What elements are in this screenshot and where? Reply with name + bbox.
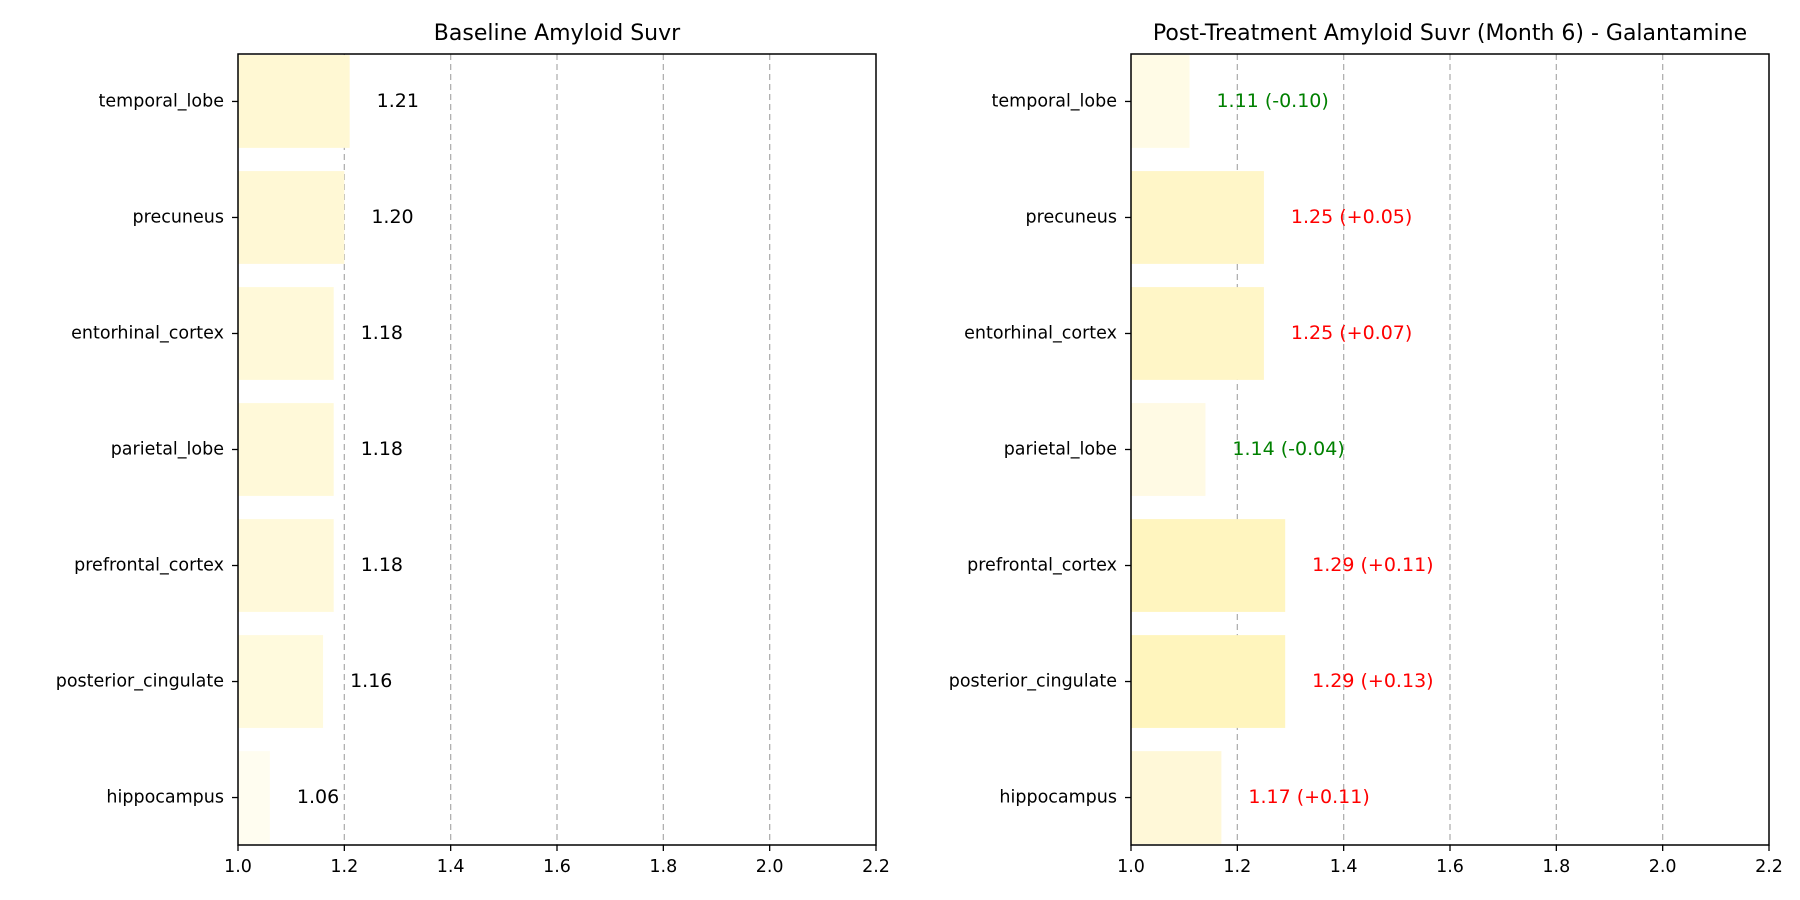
baseline-chart-panel: 1.21 1.20 1.18 1.18 1.18 1.16 1.06 temporal_lob… bbox=[56, 21, 890, 877]
x-tick-label: 1.4 bbox=[1330, 857, 1358, 877]
bar-value-label: 1.18 bbox=[361, 554, 403, 576]
y-tick-label: parietal_lobe bbox=[1004, 440, 1117, 460]
x-tick-label: 1.2 bbox=[1223, 857, 1251, 877]
bar-temporal-lobe bbox=[238, 55, 350, 148]
chart-title: Post-Treatment Amyloid Suvr (Month 6) - … bbox=[1153, 21, 1747, 46]
x-tick-label: 2.2 bbox=[862, 857, 890, 877]
x-tick-label: 1.0 bbox=[1117, 857, 1145, 877]
y-tick-label: hippocampus bbox=[106, 788, 224, 808]
x-tick-label: 1.6 bbox=[1436, 857, 1464, 877]
bar-prefrontal-cortex bbox=[238, 519, 334, 612]
y-tick-label: precuneus bbox=[133, 207, 224, 227]
x-tick-label: 1.0 bbox=[224, 857, 252, 877]
x-tick-label: 2.0 bbox=[1649, 857, 1677, 877]
bar-precuneus bbox=[238, 171, 345, 264]
y-tick-label: prefrontal_cortex bbox=[967, 556, 1117, 576]
y-tick-label: hippocampus bbox=[999, 788, 1117, 808]
x-tick-label: 1.8 bbox=[649, 857, 677, 877]
x-tick-label: 2.2 bbox=[1755, 857, 1783, 877]
x-tick-label: 2.0 bbox=[756, 857, 784, 877]
x-tick-label: 1.6 bbox=[543, 857, 571, 877]
y-tick-label: parietal_lobe bbox=[111, 440, 224, 460]
bar-value-label: 1.29 (+0.13) bbox=[1312, 670, 1433, 692]
bar-entorhinal-cortex bbox=[1131, 287, 1264, 380]
bar-value-label: 1.20 bbox=[371, 206, 413, 228]
bar-value-label: 1.25 (+0.07) bbox=[1291, 322, 1412, 344]
y-tick-label: temporal_lobe bbox=[99, 91, 224, 111]
bar-posterior-cingulate bbox=[1131, 635, 1286, 728]
bar-precuneus bbox=[1131, 171, 1264, 264]
bar-value-label: 1.18 bbox=[361, 322, 403, 344]
bar-value-label: 1.06 bbox=[297, 786, 339, 808]
y-tick-label: posterior_cingulate bbox=[56, 672, 224, 692]
bar-value-label: 1.29 (+0.11) bbox=[1312, 554, 1433, 576]
y-tick-label: entorhinal_cortex bbox=[964, 323, 1117, 343]
bar-parietal-lobe bbox=[238, 403, 334, 496]
bar-value-label: 1.25 (+0.05) bbox=[1291, 206, 1412, 228]
bar-value-label: 1.11 (-0.10) bbox=[1216, 90, 1328, 112]
bar-hippocampus bbox=[1131, 751, 1222, 844]
y-tick-label: entorhinal_cortex bbox=[71, 323, 224, 343]
y-tick-label: precuneus bbox=[1026, 207, 1117, 227]
bar-posterior-cingulate bbox=[238, 635, 324, 728]
bar-temporal-lobe bbox=[1131, 55, 1190, 148]
chart-title: Baseline Amyloid Suvr bbox=[434, 21, 681, 46]
bar-value-label: 1.14 (-0.04) bbox=[1232, 438, 1344, 460]
y-tick-label: temporal_lobe bbox=[992, 91, 1117, 111]
bar-value-label: 1.21 bbox=[377, 90, 419, 112]
y-tick-label: prefrontal_cortex bbox=[74, 556, 224, 576]
x-tick-label: 1.8 bbox=[1542, 857, 1570, 877]
y-tick-label: posterior_cingulate bbox=[949, 672, 1117, 692]
bar-hippocampus bbox=[238, 751, 270, 844]
post-treatment-chart-panel: 1.11 (-0.10) 1.25 (+0.05) 1.25 (+0.07) 1.14… bbox=[949, 21, 1783, 877]
x-tick-label: 1.4 bbox=[437, 857, 465, 877]
bar-value-label: 1.16 bbox=[350, 670, 392, 692]
bar-entorhinal-cortex bbox=[238, 287, 334, 380]
x-tick-label: 1.2 bbox=[330, 857, 358, 877]
bar-parietal-lobe bbox=[1131, 403, 1206, 496]
bar-value-label: 1.18 bbox=[361, 438, 403, 460]
bar-prefrontal-cortex bbox=[1131, 519, 1286, 612]
bar-value-label: 1.17 (+0.11) bbox=[1248, 786, 1369, 808]
